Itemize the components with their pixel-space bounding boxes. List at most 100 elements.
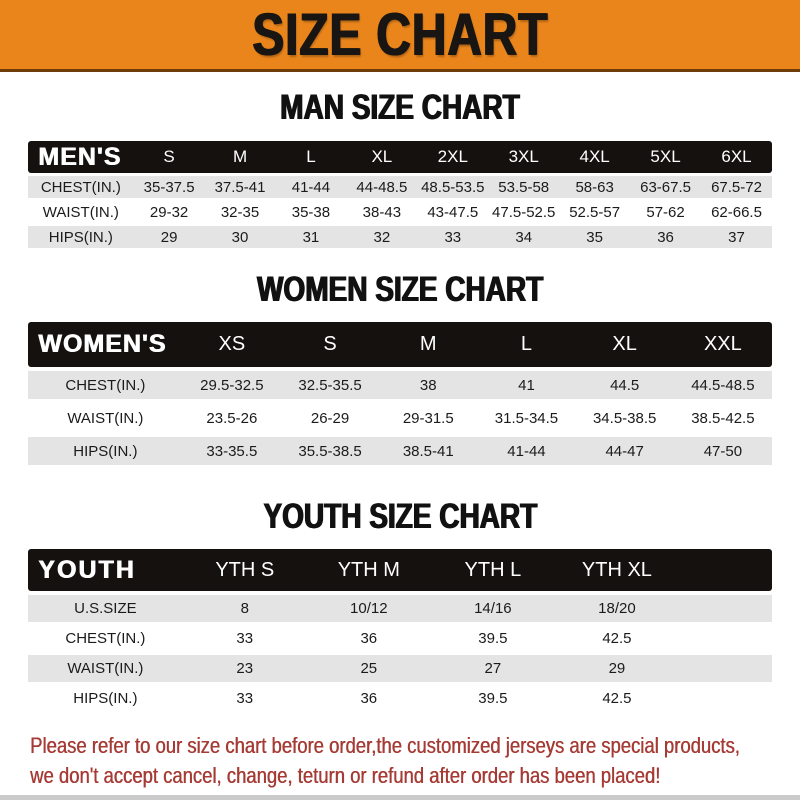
row-label: U.S.SIZE (28, 591, 183, 625)
youth-size-chart-section: YOUTH SIZE CHART YOUTH YTH S YTH M YTH L YTH… (0, 498, 800, 715)
cell-value: 42.5 (554, 685, 679, 715)
cell-value: 34.5-38.5 (575, 404, 674, 437)
men-size-col-header: M (204, 141, 276, 173)
order-policy-line-1: Please refer to our size chart before or… (30, 733, 740, 758)
women-table-row: CHEST(IN.) 29.5-32.5 32.5-35.5 38 41 44.5 44.5… (28, 367, 772, 404)
cell-value: 34 (488, 226, 560, 251)
cell-value: 35-37.5 (133, 173, 205, 201)
cell-value: 32 (346, 226, 418, 251)
cell-value: 10/12 (306, 591, 431, 625)
cell-value: 41 (477, 367, 576, 404)
cell-value: 37 (701, 226, 772, 251)
cell-value: 52.5-57 (559, 201, 631, 226)
cell-value: 41-44 (275, 173, 347, 201)
row-filler (678, 655, 772, 685)
row-label: CHEST(IN.) (28, 625, 183, 655)
cell-value: 23 (182, 655, 307, 685)
cell-value: 62-66.5 (701, 201, 772, 226)
cell-value: 31 (275, 226, 347, 251)
cell-value: 35.5-38.5 (280, 437, 380, 470)
youth-size-col-header: YTH S (182, 549, 307, 591)
men-size-table: MEN'S S M L XL 2XL 3XL 4XL 5XL 6XL CHEST(IN.) 35-37… (28, 141, 772, 251)
cell-value: 33-35.5 (182, 437, 281, 470)
cell-value: 33 (182, 685, 307, 715)
cell-value: 18/20 (554, 591, 679, 625)
row-label: CHEST(IN.) (28, 367, 183, 404)
women-table-row: HIPS(IN.) 33-35.5 35.5-38.5 38.5-41 41-44 44-… (28, 437, 772, 470)
cell-value: 32-35 (204, 201, 276, 226)
women-size-chart-section: WOMEN SIZE CHART WOMEN'S XS S M L XL XXL CHEST(… (0, 271, 800, 470)
cell-value: 23.5-26 (182, 404, 281, 437)
row-filler (678, 685, 772, 715)
row-filler (678, 625, 772, 655)
bottom-edge-strip (0, 795, 800, 800)
women-section-title: WOMEN SIZE CHART (0, 271, 800, 309)
cell-value: 33 (417, 226, 489, 251)
cell-value: 29-31.5 (379, 404, 478, 437)
banner-title: SIZE CHART (252, 1, 548, 68)
men-size-col-header: 4XL (559, 141, 631, 173)
cell-value: 29 (133, 226, 205, 251)
youth-section-title: YOUTH SIZE CHART (0, 498, 800, 536)
cell-value: 35-38 (275, 201, 347, 226)
youth-table-row: U.S.SIZE 8 10/12 14/16 18/20 (28, 591, 772, 625)
youth-table-row: HIPS(IN.) 33 36 39.5 42.5 (28, 685, 772, 715)
youth-section-title-text: YOUTH SIZE CHART (263, 497, 537, 536)
men-size-col-header: XL (346, 141, 418, 173)
cell-value: 38-43 (346, 201, 418, 226)
women-size-col-header: XL (575, 322, 674, 367)
women-header-label: WOMEN'S (28, 322, 183, 367)
size-chart-banner: SIZE CHART (0, 0, 800, 72)
cell-value: 29-32 (133, 201, 205, 226)
cell-value: 38.5-41 (379, 437, 478, 470)
row-label: HIPS(IN.) (28, 437, 183, 470)
men-size-col-header: S (133, 141, 205, 173)
women-section-title-text: WOMEN SIZE CHART (256, 270, 544, 309)
cell-value: 39.5 (430, 625, 555, 655)
cell-value: 25 (306, 655, 431, 685)
youth-size-table: YOUTH YTH S YTH M YTH L YTH XL U.S.SIZE 8 10/12… (28, 549, 772, 715)
cell-value: 36 (630, 226, 702, 251)
cell-value: 32.5-35.5 (280, 367, 380, 404)
cell-value: 58-63 (559, 173, 631, 201)
cell-value: 47-50 (673, 437, 772, 470)
men-size-col-header: 5XL (630, 141, 702, 173)
cell-value: 26-29 (280, 404, 380, 437)
cell-value: 36 (306, 685, 431, 715)
row-label: WAIST(IN.) (28, 404, 183, 437)
cell-value: 31.5-34.5 (477, 404, 576, 437)
cell-value: 43-47.5 (417, 201, 489, 226)
women-size-col-header: XS (182, 322, 281, 367)
man-section-title-text: MAN SIZE CHART (280, 88, 520, 127)
cell-value: 44.5 (575, 367, 674, 404)
row-filler (678, 591, 772, 625)
women-size-table: WOMEN'S XS S M L XL XXL CHEST(IN.) 29.5-32.5 32.5… (28, 322, 772, 470)
cell-value: 30 (204, 226, 276, 251)
youth-header-label: YOUTH (28, 549, 183, 591)
men-table-row: WAIST(IN.) 29-32 32-35 35-38 38-43 43-47.5 47.… (28, 201, 772, 226)
youth-table-row: WAIST(IN.) 23 25 27 29 (28, 655, 772, 685)
cell-value: 63-67.5 (630, 173, 702, 201)
row-label: HIPS(IN.) (28, 685, 183, 715)
cell-value: 57-62 (630, 201, 702, 226)
men-header-label: MEN'S (28, 141, 134, 173)
man-section-title: MAN SIZE CHART (0, 89, 800, 127)
cell-value: 42.5 (554, 625, 679, 655)
men-table-row: CHEST(IN.) 35-37.5 37.5-41 41-44 44-48.5 48.5… (28, 173, 772, 201)
men-table-row: HIPS(IN.) 29 30 31 32 33 34 35 36 37 (28, 226, 772, 251)
cell-value: 14/16 (430, 591, 555, 625)
man-size-chart-section: MAN SIZE CHART MEN'S S M L XL 2XL 3XL 4XL 5XL 6XL… (0, 89, 800, 251)
cell-value: 35 (559, 226, 631, 251)
youth-table-row: CHEST(IN.) 33 36 39.5 42.5 (28, 625, 772, 655)
women-size-col-header: L (477, 322, 576, 367)
cell-value: 47.5-52.5 (488, 201, 560, 226)
cell-value: 33 (182, 625, 307, 655)
cell-value: 41-44 (477, 437, 576, 470)
row-label: CHEST(IN.) (28, 173, 134, 201)
cell-value: 27 (430, 655, 555, 685)
youth-header-filler (678, 549, 772, 591)
youth-size-col-header: YTH L (430, 549, 555, 591)
order-policy-note: Please refer to our size chart before or… (30, 731, 800, 791)
row-label: HIPS(IN.) (28, 226, 134, 251)
cell-value: 44-47 (575, 437, 674, 470)
